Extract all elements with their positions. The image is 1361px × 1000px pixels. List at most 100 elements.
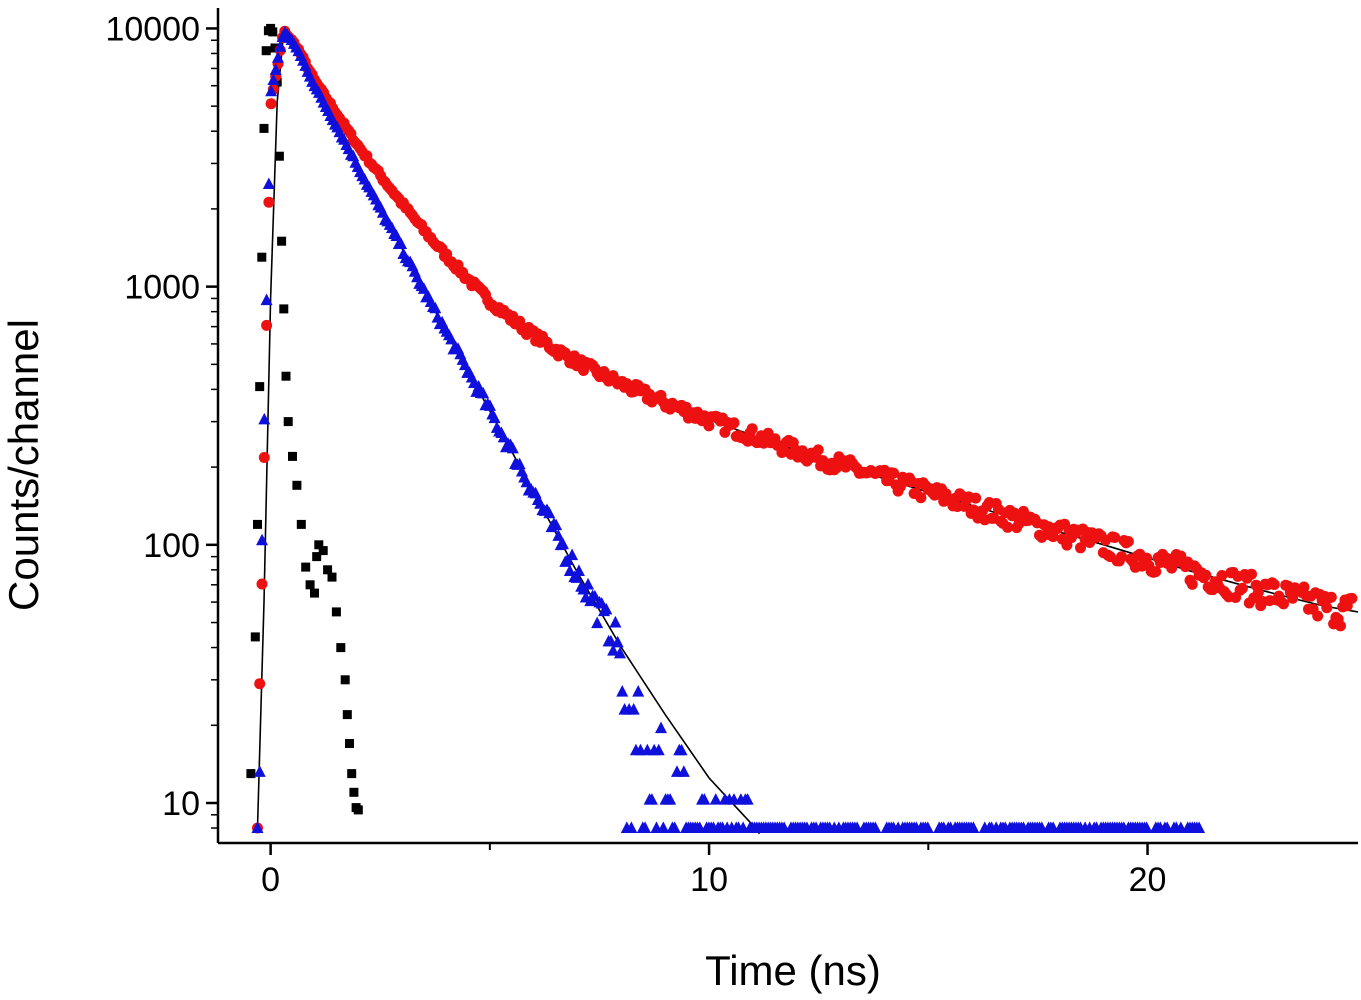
blue-triangle-point — [616, 685, 629, 697]
blue-triangle-point — [1193, 821, 1206, 833]
red-circle-point — [1150, 566, 1162, 578]
blue-triangle-point — [506, 441, 519, 454]
x-tick-label: 10 — [690, 861, 728, 899]
x-axis-title: Time (ns) — [705, 947, 881, 994]
blue-triangle-point — [552, 529, 565, 541]
blue-triangle-point — [677, 765, 690, 777]
red-circle-point — [1116, 551, 1128, 563]
blue-triangle-point — [613, 646, 626, 659]
black-square-point — [314, 540, 324, 550]
red-circle-point — [1246, 568, 1257, 580]
blue-triangle-point — [632, 685, 645, 697]
red-circle-point — [263, 196, 275, 208]
blue-triangle-point — [271, 51, 284, 63]
black-square-point — [347, 769, 357, 779]
blue-triangle-point — [869, 821, 882, 833]
y-tick-label: 10 — [162, 785, 200, 823]
black-square-point — [259, 123, 269, 133]
data-points — [246, 23, 1358, 834]
black-square-point — [261, 46, 271, 56]
black-square-point — [301, 562, 311, 572]
blue-triangle-point — [477, 386, 490, 399]
blue-triangle-point — [600, 602, 613, 615]
black-square-point — [279, 304, 289, 314]
blue-triangle-point — [645, 793, 658, 805]
blue-triangle-point — [655, 721, 668, 734]
red-circle-point — [1216, 570, 1228, 581]
black-square-point — [268, 27, 278, 37]
red-circle-point — [1186, 578, 1198, 590]
red-circle-point — [265, 98, 277, 110]
blue-triangle-point — [709, 793, 722, 805]
blue-triangle-point — [657, 821, 670, 833]
black-square-point — [281, 371, 291, 381]
blue-triangle-point — [256, 533, 269, 546]
black-square-point — [331, 607, 341, 617]
black-square-point — [336, 643, 346, 653]
red-circle-point — [258, 452, 270, 463]
blue-triangle-point — [269, 63, 282, 75]
blue-triangle-point — [595, 596, 608, 609]
black-square-point — [292, 480, 302, 490]
blue-triangle-point — [664, 793, 677, 805]
red-circle-point — [254, 678, 266, 690]
red-circle-point — [256, 578, 268, 590]
blue-triangle-point — [260, 293, 273, 306]
black-square-point — [305, 580, 315, 590]
black-square-point — [310, 588, 319, 598]
red-circle-point — [1252, 586, 1264, 598]
black-square-point — [274, 151, 284, 161]
axis-ticks: 0 10 20 10 100 1000 10000 — [105, 10, 1166, 899]
red-circle-point — [1122, 536, 1134, 547]
blue-triangle-point — [251, 821, 264, 833]
blue-triangle-point — [609, 615, 622, 628]
black-square-point — [288, 451, 297, 461]
blue-triangle-point — [390, 229, 403, 241]
red-circle-point — [728, 417, 740, 429]
blue-triangle-point — [520, 475, 533, 488]
blue-triangle-point — [395, 237, 408, 250]
blue-triangle-point — [513, 457, 526, 470]
black-square-point — [253, 519, 262, 529]
blue-triangle-point — [572, 564, 585, 576]
red-circle-point — [888, 467, 900, 479]
plot-axes — [216, 8, 1358, 845]
red-circle-point — [1047, 531, 1059, 543]
blue-triangle-point — [274, 40, 287, 52]
blue-triangle-point — [625, 821, 638, 833]
red-circle-point — [1075, 542, 1086, 554]
red-circle-point — [915, 492, 927, 504]
black-square-point — [318, 546, 328, 556]
black-square-point — [250, 632, 260, 642]
black-square-point — [342, 710, 352, 720]
red-circle-point — [1312, 610, 1324, 622]
black-square-point — [283, 417, 293, 427]
blue-triangle-point — [262, 177, 275, 190]
black-square-point — [327, 572, 337, 582]
red-circle-point — [1236, 582, 1248, 594]
red-circle-point — [703, 420, 715, 432]
blue-triangle-point — [556, 537, 569, 550]
blue-triangle-point — [417, 282, 430, 294]
black-square-point — [296, 519, 306, 529]
x-tick-label: 20 — [1129, 861, 1167, 899]
blue-triangle-point — [429, 301, 442, 314]
blue-triangle-point — [582, 577, 595, 590]
blue-triangle-point — [570, 571, 583, 583]
blue-triangle-point — [611, 635, 624, 648]
red-circle-point — [1287, 592, 1299, 604]
red-circle-point — [1335, 620, 1346, 632]
blue-triangle-point — [458, 358, 471, 371]
fit-curves — [256, 28, 1359, 835]
blue-triangle-point — [591, 616, 604, 629]
blue-triangle-point — [588, 589, 601, 602]
black-square-point — [349, 787, 359, 797]
blue-triangle-point — [652, 743, 665, 756]
red-circle-point — [261, 319, 273, 331]
blue-triangle-point — [639, 821, 652, 833]
red-circle-point — [970, 492, 982, 504]
blue-triangle-point — [566, 548, 579, 561]
black-square-point — [340, 675, 350, 685]
blue-triangle-point — [253, 765, 266, 777]
blue-triangle-point — [265, 84, 278, 97]
